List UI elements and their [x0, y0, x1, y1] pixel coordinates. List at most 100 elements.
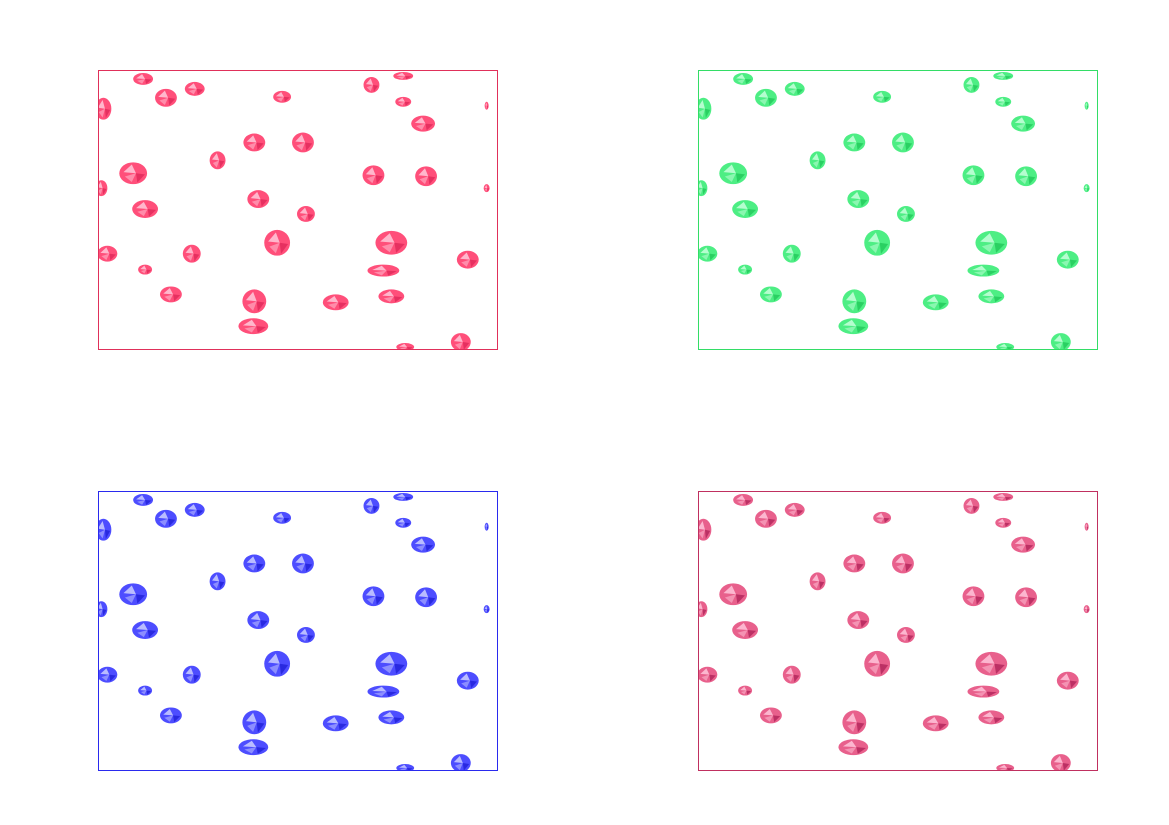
- crystal-30: [242, 710, 267, 735]
- crystal-23: [375, 230, 408, 255]
- crystal-11: [243, 554, 266, 573]
- crystal-15: [362, 586, 385, 607]
- crystal-18: [247, 611, 270, 630]
- crystal-16: [415, 587, 437, 608]
- crystal-8: [699, 518, 712, 541]
- crystal-3: [155, 509, 177, 528]
- crystal-23: [975, 651, 1008, 676]
- crystal-33: [838, 739, 869, 756]
- crystal-31: [322, 294, 349, 311]
- crystal-17: [699, 180, 708, 197]
- crystal-24: [699, 666, 718, 683]
- crystal-7: [395, 517, 412, 528]
- crystal-2: [784, 502, 805, 517]
- crystal-20: [297, 627, 315, 643]
- crystal-14: [119, 583, 148, 606]
- crystal-16: [1015, 587, 1037, 608]
- crystal-4: [873, 511, 892, 524]
- crystal-18: [847, 611, 870, 630]
- crystal-31: [922, 715, 949, 732]
- crystal-5: [363, 76, 380, 93]
- crystal-19: [132, 200, 159, 218]
- crystal-3: [755, 88, 777, 107]
- crystal-29: [159, 707, 182, 724]
- crystal-33: [238, 739, 269, 756]
- crystal-35: [1050, 754, 1071, 770]
- crystal-29: [159, 286, 182, 303]
- crystal-16: [415, 166, 437, 187]
- crystal-27: [967, 685, 1000, 698]
- crystal-18: [247, 190, 270, 209]
- crystal-17: [99, 601, 108, 618]
- crystals-panel-green: [698, 70, 1098, 350]
- crystal-19: [732, 621, 759, 639]
- crystal-22: [864, 650, 891, 677]
- crystal-11: [843, 554, 866, 573]
- crystal-12: [892, 132, 914, 153]
- crystal-33: [838, 318, 869, 335]
- crystals-panel-red: [98, 70, 498, 350]
- crystal-17: [699, 601, 708, 618]
- crystal-1: [133, 72, 154, 85]
- crystal-33: [238, 318, 269, 335]
- crystal-14: [119, 162, 148, 185]
- crystal-21: [1083, 605, 1090, 614]
- crystal-12: [292, 553, 314, 574]
- crystal-7: [995, 96, 1012, 107]
- crystal-22: [864, 229, 891, 256]
- crystal-15: [362, 165, 385, 186]
- crystal-13: [809, 151, 826, 170]
- crystal-8: [99, 518, 112, 541]
- crystal-18: [847, 190, 870, 209]
- crystal-25: [782, 244, 801, 263]
- crystal-8: [699, 97, 712, 120]
- crystal-1: [733, 72, 754, 85]
- crystal-34: [996, 343, 1015, 349]
- crystal-25: [782, 665, 801, 684]
- crystal-13: [209, 572, 226, 591]
- crystal-3: [155, 88, 177, 107]
- crystal-15: [962, 165, 985, 186]
- crystal-14: [719, 583, 748, 606]
- crystal-34: [396, 764, 415, 770]
- crystals-panel-blue: [98, 491, 498, 771]
- crystal-26: [738, 685, 753, 696]
- crystal-19: [132, 621, 159, 639]
- crystal-2: [184, 81, 205, 96]
- crystal-32: [378, 710, 405, 725]
- crystal-29: [759, 286, 782, 303]
- crystal-6: [393, 492, 414, 501]
- crystal-13: [209, 151, 226, 170]
- crystal-25: [182, 665, 201, 684]
- crystal-32: [978, 289, 1005, 304]
- crystal-25: [182, 244, 201, 263]
- crystal-20: [897, 206, 915, 222]
- crystal-13: [809, 572, 826, 591]
- crystal-34: [996, 764, 1015, 770]
- crystal-6: [993, 492, 1014, 501]
- crystals-panel-magenta: [698, 491, 1098, 771]
- crystal-21: [1083, 184, 1090, 193]
- crystal-1: [133, 493, 154, 506]
- crystal-21: [483, 605, 490, 614]
- crystal-28: [456, 671, 479, 690]
- crystal-4: [273, 90, 292, 103]
- crystal-4: [273, 511, 292, 524]
- crystal-27: [967, 264, 1000, 277]
- crystal-2: [784, 81, 805, 96]
- crystal-7: [395, 96, 412, 107]
- crystal-12: [892, 553, 914, 574]
- crystal-24: [699, 245, 718, 262]
- crystal-20: [897, 627, 915, 643]
- crystal-11: [843, 133, 866, 152]
- crystal-30: [842, 710, 867, 735]
- crystal-28: [456, 250, 479, 269]
- crystal-30: [242, 289, 267, 314]
- crystal-5: [963, 76, 980, 93]
- crystal-31: [322, 715, 349, 732]
- crystal-6: [993, 71, 1014, 80]
- crystal-27: [367, 264, 400, 277]
- crystal-1: [733, 493, 754, 506]
- crystal-14: [719, 162, 748, 185]
- crystal-6: [393, 71, 414, 80]
